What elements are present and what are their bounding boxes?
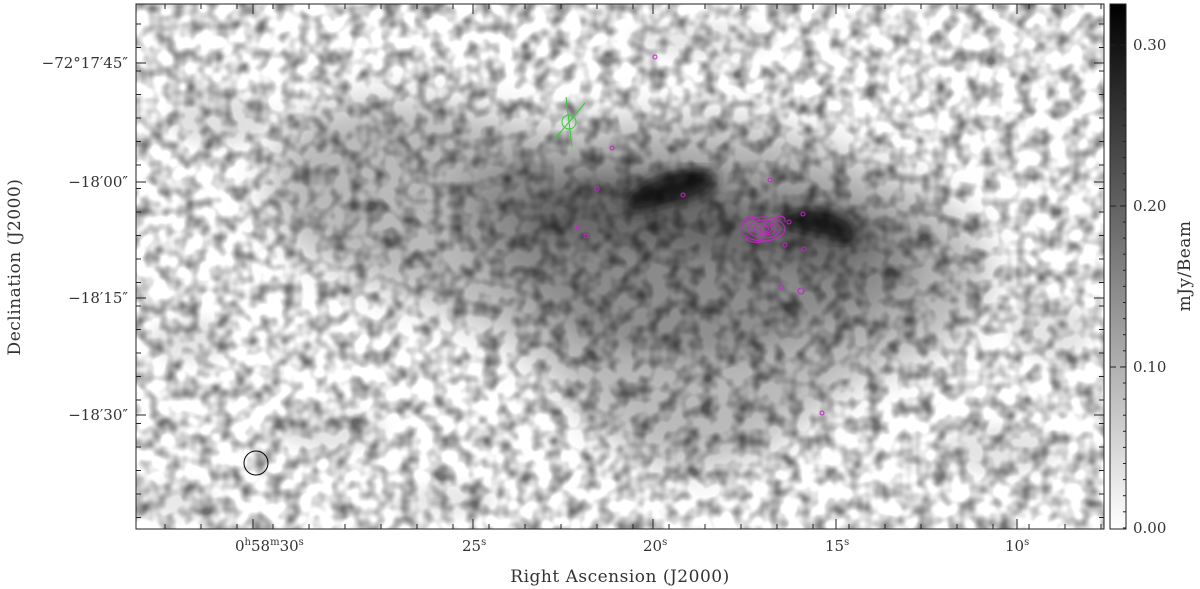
y-axis-tick-labels: −72°17′45″ −18′00″ −18′15″ −18′30″	[42, 54, 129, 424]
intensity-map	[136, 4, 1104, 529]
axis-ticks	[136, 4, 1104, 529]
contour-blob	[680, 192, 686, 198]
contour-blob	[797, 287, 805, 295]
contour-blob	[767, 177, 773, 183]
colorbar-gradient	[1109, 3, 1127, 530]
contour-blob	[778, 284, 784, 290]
contour-blob	[819, 410, 825, 416]
source-marker	[553, 96, 586, 148]
contour-ring	[759, 224, 773, 234]
contour-ring	[740, 216, 786, 242]
y-tick-label-1: −18′00″	[68, 173, 128, 191]
x-tick-label-3: 15s	[825, 537, 849, 555]
contour-blob	[583, 233, 589, 239]
colorbar-tick-label-3: 0.00	[1133, 519, 1166, 537]
beam-ellipse	[243, 450, 269, 476]
contour-blob	[801, 246, 807, 252]
marker-circle	[561, 114, 577, 130]
x-axis-tick-labels: 0h58m30s 25s 20s 15s 10s	[235, 537, 1029, 555]
contour-lobe	[741, 215, 786, 243]
y-tick-label-3: −18′30″	[68, 406, 128, 424]
colorbar: 0.30 0.20 0.10 0.00 mJy/Beam	[1109, 3, 1195, 537]
y-tick-label-0: −72°17′45″	[42, 54, 129, 72]
colorbar-tick-label-1: 0.20	[1133, 197, 1166, 215]
x-tick-label-1: 25s	[462, 537, 486, 555]
x-tick-label-0: 0h58m30s	[235, 537, 304, 555]
colorbar-ticks	[1110, 44, 1126, 530]
contour-blob	[594, 186, 600, 192]
contour-blob	[782, 242, 788, 248]
x-axis-title: Right Ascension (J2000)	[510, 567, 729, 587]
colorbar-tick-label-0: 0.30	[1133, 36, 1166, 54]
x-tick-label-4: 10s	[1005, 537, 1029, 555]
contour-ring	[763, 226, 769, 232]
contour-blob	[786, 219, 792, 225]
plot-frame	[135, 3, 1105, 530]
contour-blob	[609, 145, 615, 151]
contour-blob	[575, 225, 581, 231]
colorbar-tick-label-2: 0.10	[1133, 358, 1166, 376]
colorbar-label: mJy/Beam	[1175, 220, 1195, 311]
y-axis-title: Declination (J2000)	[5, 179, 25, 356]
contour-blob	[652, 54, 658, 60]
marker-error-bar	[553, 102, 586, 141]
contour-ring	[753, 222, 777, 236]
marker-error-bar	[565, 96, 573, 148]
y-tick-label-2: −18′15″	[68, 289, 128, 307]
contour-overlay	[575, 54, 825, 416]
contour-ring	[747, 219, 781, 239]
x-tick-label-2: 20s	[643, 537, 667, 555]
contour-blob	[800, 211, 806, 217]
